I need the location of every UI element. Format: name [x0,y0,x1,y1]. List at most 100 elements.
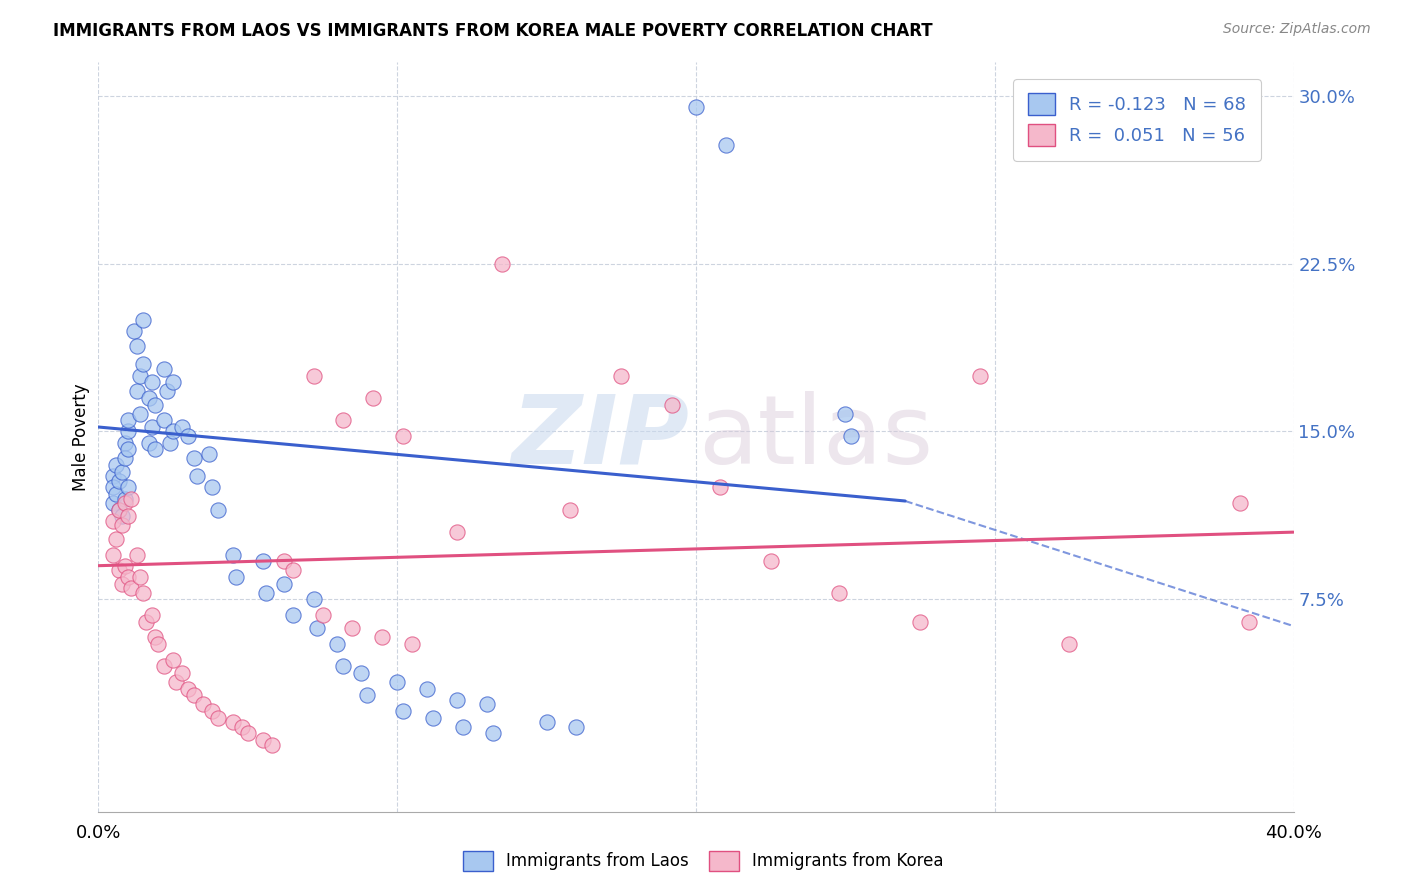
Point [260,738,283,752]
Point [560,502,582,516]
Point [332,413,354,427]
Point [120,581,142,595]
Point [162,652,184,666]
Point [225,570,247,584]
Point [129,570,152,584]
Point [392,429,415,443]
Point [198,447,221,461]
Point [117,425,139,439]
Text: Source: ZipAtlas.com: Source: ZipAtlas.com [1223,22,1371,37]
Point [252,554,274,568]
Text: ZIP: ZIP [512,391,689,483]
Point [311,607,333,622]
Point [114,451,136,466]
Point [475,698,498,712]
Point [143,630,166,644]
Point [114,558,136,573]
Point [714,138,737,153]
Point [186,469,208,483]
Point [482,726,505,740]
Point [416,681,439,696]
Point [451,720,474,734]
Point [273,576,295,591]
Point [273,554,295,568]
Point [183,689,205,703]
Point [908,615,931,629]
Point [148,637,170,651]
Point [132,585,155,599]
Point [120,491,142,506]
Point [231,720,253,734]
Point [114,496,136,510]
Y-axis label: Male Poverty: Male Poverty [72,384,90,491]
Point [401,637,423,651]
Point [342,621,364,635]
Point [117,509,139,524]
Point [207,502,229,516]
Point [111,509,134,524]
Point [828,585,851,599]
Point [201,480,224,494]
Point [153,659,176,673]
Point [132,358,155,372]
Point [156,384,179,399]
Point [834,407,856,421]
Point [281,563,304,577]
Point [392,704,415,718]
Legend: Immigrants from Laos, Immigrants from Korea: Immigrants from Laos, Immigrants from Ko… [454,842,952,880]
Point [332,659,354,673]
Point [111,576,134,591]
Point [305,621,328,635]
Text: atlas: atlas [697,391,934,483]
Point [350,666,373,681]
Point [117,413,139,427]
Point [141,420,163,434]
Point [177,681,200,696]
Point [302,368,325,383]
Point [105,532,128,546]
Point [103,480,125,494]
Point [103,548,125,562]
Point [103,496,125,510]
Point [138,391,160,405]
Point [114,491,136,506]
Point [127,548,149,562]
Point [127,339,149,353]
Point [165,675,187,690]
Point [105,458,128,472]
Point [207,711,229,725]
Point [141,376,163,390]
Point [153,413,176,427]
Point [422,711,444,725]
Point [143,398,166,412]
Point [114,435,136,450]
Point [446,693,468,707]
Point [117,442,139,457]
Point [103,514,125,528]
Point [143,442,166,457]
Point [108,502,131,516]
Point [111,465,134,479]
Point [661,398,683,412]
Point [709,480,731,494]
Point [162,425,184,439]
Point [759,554,782,568]
Point [135,615,157,629]
Point [302,592,325,607]
Point [153,362,176,376]
Point [363,391,385,405]
Point [141,607,163,622]
Point [108,502,131,516]
Point [117,570,139,584]
Point [1229,496,1251,510]
Point [685,100,707,114]
Legend: R = -0.123   N = 68, R =  0.051   N = 56: R = -0.123 N = 68, R = 0.051 N = 56 [1014,79,1261,161]
Point [111,518,134,533]
Point [222,548,245,562]
Point [356,689,378,703]
Point [183,451,205,466]
Point [1237,615,1260,629]
Point [236,726,259,740]
Point [565,720,588,734]
Point [127,384,149,399]
